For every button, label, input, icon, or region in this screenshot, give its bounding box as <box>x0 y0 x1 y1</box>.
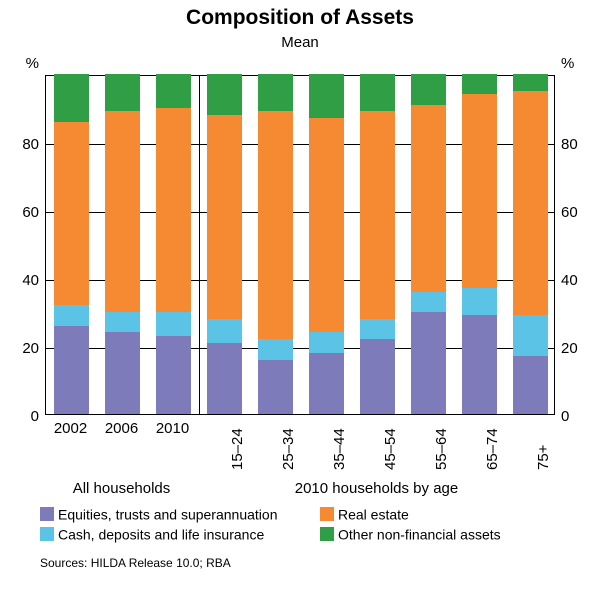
bar-segment-real_estate <box>54 122 90 306</box>
bar-segment-other <box>207 74 243 115</box>
chart-title: Composition of Assets <box>0 6 600 30</box>
panel-label: 2010 households by age <box>198 480 555 497</box>
legend-swatch <box>40 527 54 541</box>
legend-item-other: Other non-financial assets <box>320 525 501 542</box>
ytick-right: 40 <box>561 272 578 289</box>
x-label: 35–44 <box>331 428 348 470</box>
bar <box>54 74 90 414</box>
bar-segment-other <box>411 74 447 105</box>
x-label: 2002 <box>45 420 96 437</box>
panel-label: All households <box>45 480 198 497</box>
bar-segment-cash <box>54 305 90 325</box>
legend-item-cash: Cash, deposits and life insurance <box>40 525 264 542</box>
x-label: 75+ <box>535 445 552 470</box>
bar <box>258 74 294 414</box>
bar-segment-equities <box>309 353 345 414</box>
bar <box>360 74 396 414</box>
bar-segment-cash <box>105 312 141 332</box>
bar <box>207 74 243 414</box>
x-label: 25–34 <box>280 428 297 470</box>
bar-segment-equities <box>156 336 192 414</box>
ytick-right: 80 <box>561 136 578 153</box>
sources-line: Sources: HILDA Release 10.0; RBA <box>40 556 231 570</box>
bar-segment-cash <box>156 312 192 336</box>
bar-segment-other <box>54 74 90 122</box>
bar-segment-cash <box>411 292 447 312</box>
legend-swatch <box>320 507 334 521</box>
legend-swatch <box>40 507 54 521</box>
ytick-right: 20 <box>561 340 578 357</box>
x-label: 45–54 <box>382 428 399 470</box>
bar-segment-real_estate <box>411 105 447 292</box>
ytick-left: 20 <box>0 340 39 357</box>
bar-segment-cash <box>462 288 498 315</box>
bar-segment-real_estate <box>462 94 498 288</box>
bar-segment-cash <box>513 315 549 356</box>
bar-segment-equities <box>54 326 90 414</box>
bar-segment-real_estate <box>207 115 243 319</box>
ytick-left: 60 <box>0 204 39 221</box>
bar-segment-real_estate <box>258 111 294 339</box>
bar-segment-equities <box>462 315 498 414</box>
chart-container: Composition of Assets Mean % % 0 20 40 60 80… <box>0 0 600 593</box>
x-label: 2006 <box>96 420 147 437</box>
bar-segment-other <box>309 74 345 118</box>
x-label: 55–64 <box>433 428 450 470</box>
bar-segment-equities <box>258 360 294 414</box>
bar-segment-equities <box>207 343 243 414</box>
bar-segment-real_estate <box>513 91 549 315</box>
bar-segment-real_estate <box>105 111 141 312</box>
bar <box>309 74 345 414</box>
x-label: 2010 <box>147 420 198 437</box>
legend-text: Equities, trusts and superannuation <box>58 506 277 522</box>
bar-segment-real_estate <box>360 111 396 318</box>
ytick-left: 0 <box>0 408 39 425</box>
bar-segment-other <box>360 74 396 111</box>
bar-segment-cash <box>360 319 396 339</box>
bar-segment-cash <box>258 339 294 359</box>
bar <box>513 74 549 414</box>
bar-segment-cash <box>309 332 345 352</box>
legend-text: Other non-financial assets <box>338 526 501 542</box>
legend-text: Real estate <box>338 506 409 522</box>
legend-swatch <box>320 527 334 541</box>
plot-area <box>45 75 555 415</box>
bar-segment-other <box>156 74 192 108</box>
bar-segment-cash <box>207 319 243 343</box>
bar <box>462 74 498 414</box>
bar-segment-equities <box>513 356 549 414</box>
ytick-right: 0 <box>561 408 569 425</box>
x-label: 65–74 <box>484 428 501 470</box>
bar <box>156 74 192 414</box>
panel-divider <box>199 76 200 414</box>
y-unit-left: % <box>0 55 39 72</box>
bar-segment-equities <box>360 339 396 414</box>
bar <box>105 74 141 414</box>
ytick-left: 80 <box>0 136 39 153</box>
ytick-left: 40 <box>0 272 39 289</box>
bar-segment-real_estate <box>309 118 345 332</box>
bar-segment-other <box>513 74 549 91</box>
bar-segment-real_estate <box>156 108 192 312</box>
legend-item-real_estate: Real estate <box>320 505 409 522</box>
bar-segment-equities <box>411 312 447 414</box>
legend-item-equities: Equities, trusts and superannuation <box>40 505 277 522</box>
bar-segment-other <box>462 74 498 94</box>
bar <box>411 74 447 414</box>
bar-segment-other <box>105 74 141 111</box>
legend-text: Cash, deposits and life insurance <box>58 526 264 542</box>
bar-segment-other <box>258 74 294 111</box>
y-unit-right: % <box>561 55 574 72</box>
chart-subtitle: Mean <box>0 34 600 51</box>
bar-segment-equities <box>105 332 141 414</box>
x-label: 15–24 <box>229 428 246 470</box>
ytick-right: 60 <box>561 204 578 221</box>
